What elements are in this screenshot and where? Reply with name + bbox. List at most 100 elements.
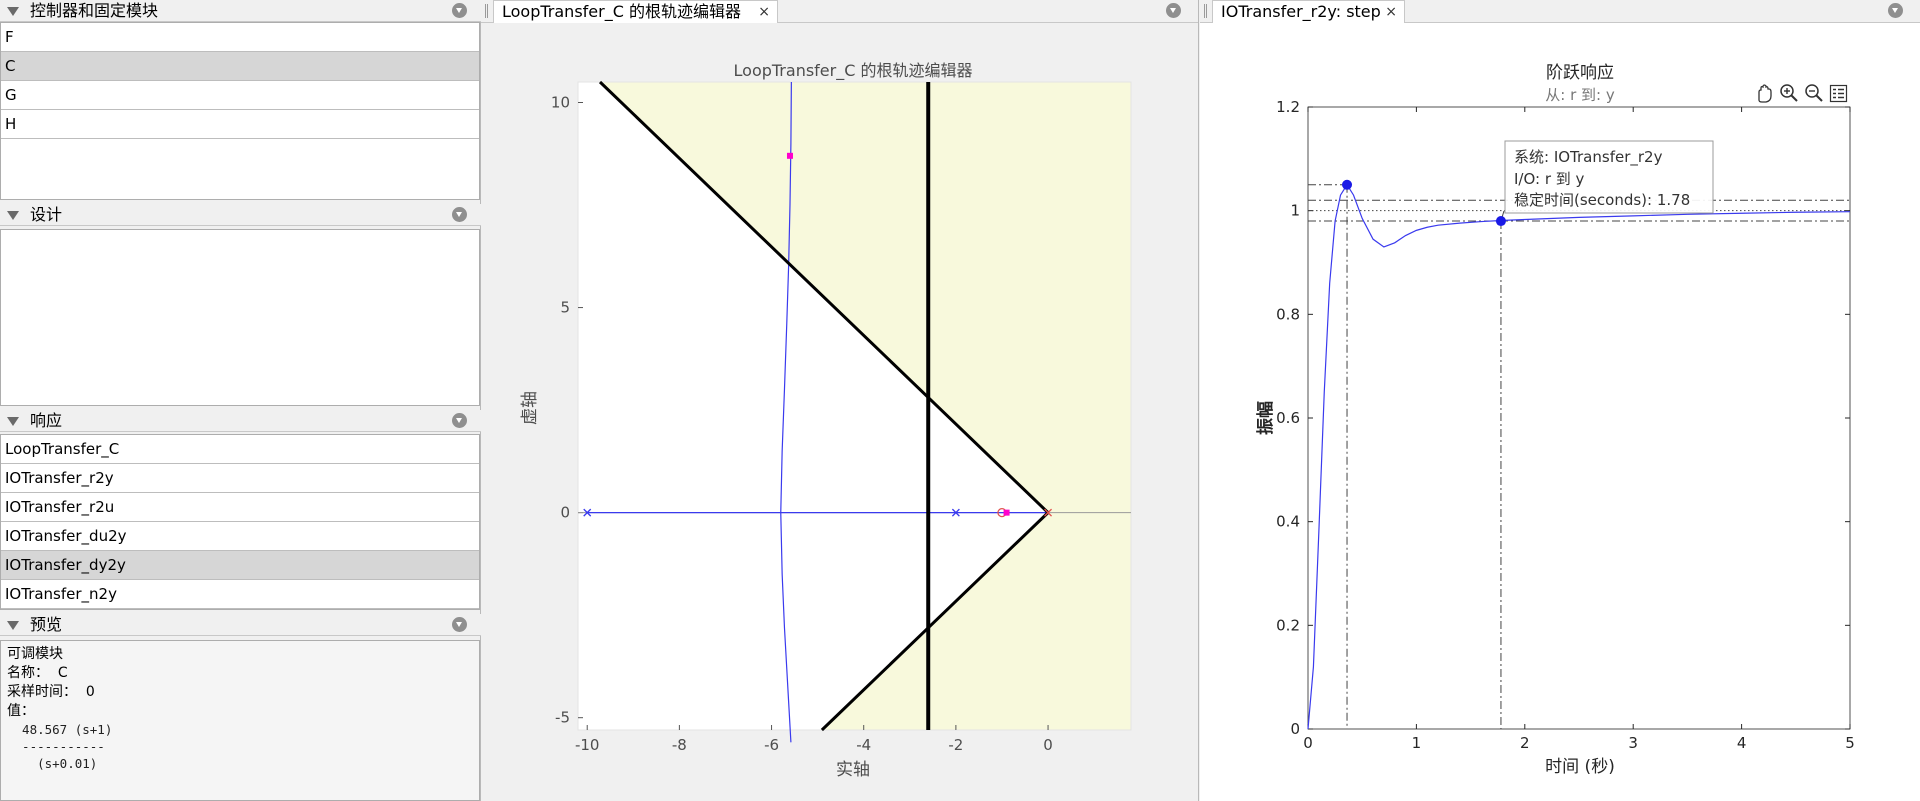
- responses-section-header[interactable]: 响应: [0, 410, 481, 432]
- y-tick-label: -5: [555, 709, 570, 727]
- block-item-f[interactable]: F: [1, 23, 479, 52]
- step-plot-subtitle: 从: r 到: y: [1545, 86, 1615, 104]
- datatip-io: I/O: r 到 y: [1514, 170, 1585, 188]
- block-item-c[interactable]: C: [1, 52, 479, 81]
- y-tick-label: 0.6: [1276, 409, 1300, 427]
- step-response-tabbar: IOTransfer_r2y: step ×: [1200, 0, 1920, 23]
- root-locus-plot[interactable]: LoopTransfer_C 的根轨迹编辑器 实轴 虚轴 -10 -8 -6 -4 -2…: [481, 23, 1199, 801]
- close-tab-icon[interactable]: ×: [1385, 4, 1397, 20]
- legend-icon[interactable]: [1829, 84, 1848, 103]
- collapse-triangle-icon[interactable]: [7, 211, 19, 220]
- x-tick-label: 0: [1303, 734, 1313, 752]
- pole-x-stroke: [583, 508, 592, 517]
- y-tick-label: 5: [560, 299, 570, 317]
- responses-list: LoopTransfer_C IOTransfer_r2y IOTransfer…: [0, 434, 480, 610]
- drag-grip-icon[interactable]: [1204, 4, 1207, 18]
- closed-loop-pole-marker: [786, 152, 793, 159]
- root-locus-document: LoopTransfer_C 的根轨迹编辑器 × LoopTransfer_C …: [481, 0, 1199, 801]
- response-item-iotransfer-dy2y[interactable]: IOTransfer_dy2y: [1, 551, 479, 580]
- datatip-system: 系统: IOTransfer_r2y: [1514, 148, 1663, 167]
- open-loop-pole-marker: [583, 508, 592, 517]
- closed-loop-pole-marker: [1003, 509, 1010, 516]
- response-item-iotransfer-n2y[interactable]: IOTransfer_n2y: [1, 580, 479, 609]
- section-menu-icon[interactable]: [452, 617, 467, 632]
- preview-sample-time: 采样时间： 0: [7, 684, 95, 700]
- pole-x-stroke: [1044, 508, 1053, 517]
- y-tick-label: 0: [560, 504, 570, 522]
- response-item-iotransfer-r2u[interactable]: IOTransfer_r2u: [1, 493, 479, 522]
- preview-section-title: 预览: [30, 615, 63, 634]
- preview-fraction-bar: -----------: [7, 739, 105, 754]
- collapse-triangle-icon[interactable]: [7, 621, 19, 630]
- x-tick-label: -4: [856, 736, 871, 754]
- tab-step-response-label: IOTransfer_r2y: step: [1221, 2, 1381, 21]
- preview-value-label: 值：: [7, 703, 35, 719]
- zoom-out-icon[interactable]: [1805, 84, 1823, 102]
- response-item-iotransfer-r2y[interactable]: IOTransfer_r2y: [1, 464, 479, 493]
- step-plot-title: 阶跃响应: [1546, 63, 1614, 83]
- step-ylabel: 振幅: [1255, 401, 1276, 435]
- section-menu-icon[interactable]: [452, 207, 467, 222]
- step-response-curve: [1307, 183, 1851, 730]
- damping-constraint-upper: [598, 80, 1050, 514]
- section-menu-icon[interactable]: [452, 413, 467, 428]
- tab-root-locus-editor[interactable]: LoopTransfer_C 的根轨迹编辑器 ×: [493, 0, 778, 23]
- preview-block-name: 名称： C: [7, 665, 68, 681]
- x-tick-label: -6: [764, 736, 779, 754]
- zoom-in-icon[interactable]: [1780, 84, 1798, 102]
- design-section-title: 设计: [30, 205, 63, 224]
- root-locus-title: LoopTransfer_C 的根轨迹编辑器: [734, 61, 973, 81]
- y-tick-label: 1.2: [1276, 98, 1300, 116]
- response-item-looptransfer-c[interactable]: LoopTransfer_C: [1, 435, 479, 464]
- block-item-h[interactable]: H: [1, 110, 479, 139]
- y-tick-label: 0: [1290, 720, 1300, 738]
- step-response-document: IOTransfer_r2y: step × 阶跃响应 从: r 到: y: [1200, 0, 1920, 801]
- datatip-settling-time: 稳定时间(seconds): 1.78: [1514, 191, 1690, 209]
- x-tick-label: 4: [1737, 734, 1747, 752]
- y-tick-label: 0.2: [1276, 616, 1300, 634]
- left-panel: 控制器和固定模块 F C G H 设计 响应 LoopTransfer_C IO…: [0, 0, 481, 801]
- x-tick-label: -8: [672, 736, 687, 754]
- preview-numerator: 48.567 (s+1): [7, 722, 113, 737]
- settling-time-datatip[interactable]: 系统: IOTransfer_r2y I/O: r 到 y 稳定时间(secon…: [1504, 140, 1714, 214]
- document-menu-icon[interactable]: [1166, 3, 1181, 18]
- document-menu-icon[interactable]: [1888, 3, 1903, 18]
- close-tab-icon[interactable]: ×: [758, 4, 770, 20]
- root-locus-tabbar: LoopTransfer_C 的根轨迹编辑器 ×: [481, 0, 1198, 23]
- x-tick-label: -2: [948, 736, 963, 754]
- blocks-section-header[interactable]: 控制器和固定模块: [0, 0, 481, 22]
- pan-icon[interactable]: [1758, 84, 1772, 103]
- responses-section-title: 响应: [30, 411, 63, 430]
- preview-section-header[interactable]: 预览: [0, 614, 481, 636]
- block-item-g[interactable]: G: [1, 81, 479, 110]
- open-loop-pole-marker: [1044, 508, 1053, 517]
- collapse-triangle-icon[interactable]: [7, 417, 19, 426]
- step-response-plot[interactable]: 阶跃响应 从: r 到: y: [1200, 23, 1920, 801]
- y-tick-label: 1: [1290, 202, 1300, 220]
- locus-branch-1: [780, 512, 792, 743]
- section-menu-icon[interactable]: [452, 3, 467, 18]
- open-loop-pole-marker: [951, 508, 960, 517]
- plot-area-border: [577, 81, 1132, 731]
- design-region-shading: [600, 82, 1131, 730]
- damping-constraint-lower: [820, 511, 1050, 732]
- root-locus-xlabel: 实轴: [836, 760, 870, 780]
- blocks-section-title: 控制器和固定模块: [30, 1, 159, 20]
- collapse-triangle-icon[interactable]: [7, 7, 19, 16]
- preview-block-type: 可调模块: [7, 646, 63, 662]
- settling-time-marker: [1495, 216, 1506, 227]
- tab-step-response[interactable]: IOTransfer_r2y: step ×: [1212, 0, 1405, 23]
- root-locus-ylabel: 虚轴: [520, 391, 540, 425]
- response-item-iotransfer-du2y[interactable]: IOTransfer_du2y: [1, 522, 479, 551]
- peak-response-marker: [1342, 179, 1353, 190]
- design-section-header[interactable]: 设计: [0, 204, 481, 226]
- preview-panel: 可调模块 名称： C 采样时间： 0 值： 48.567 (s+1) -----…: [0, 640, 480, 801]
- y-tick-label: 0.8: [1276, 305, 1300, 323]
- x-tick-label: 0: [1043, 736, 1053, 754]
- tab-root-locus-label: LoopTransfer_C 的根轨迹编辑器: [502, 2, 741, 21]
- drag-grip-icon[interactable]: [485, 4, 488, 18]
- y-tick-label: 10: [551, 94, 570, 112]
- x-tick-label: 3: [1628, 734, 1638, 752]
- blocks-list: F C G H: [0, 22, 480, 200]
